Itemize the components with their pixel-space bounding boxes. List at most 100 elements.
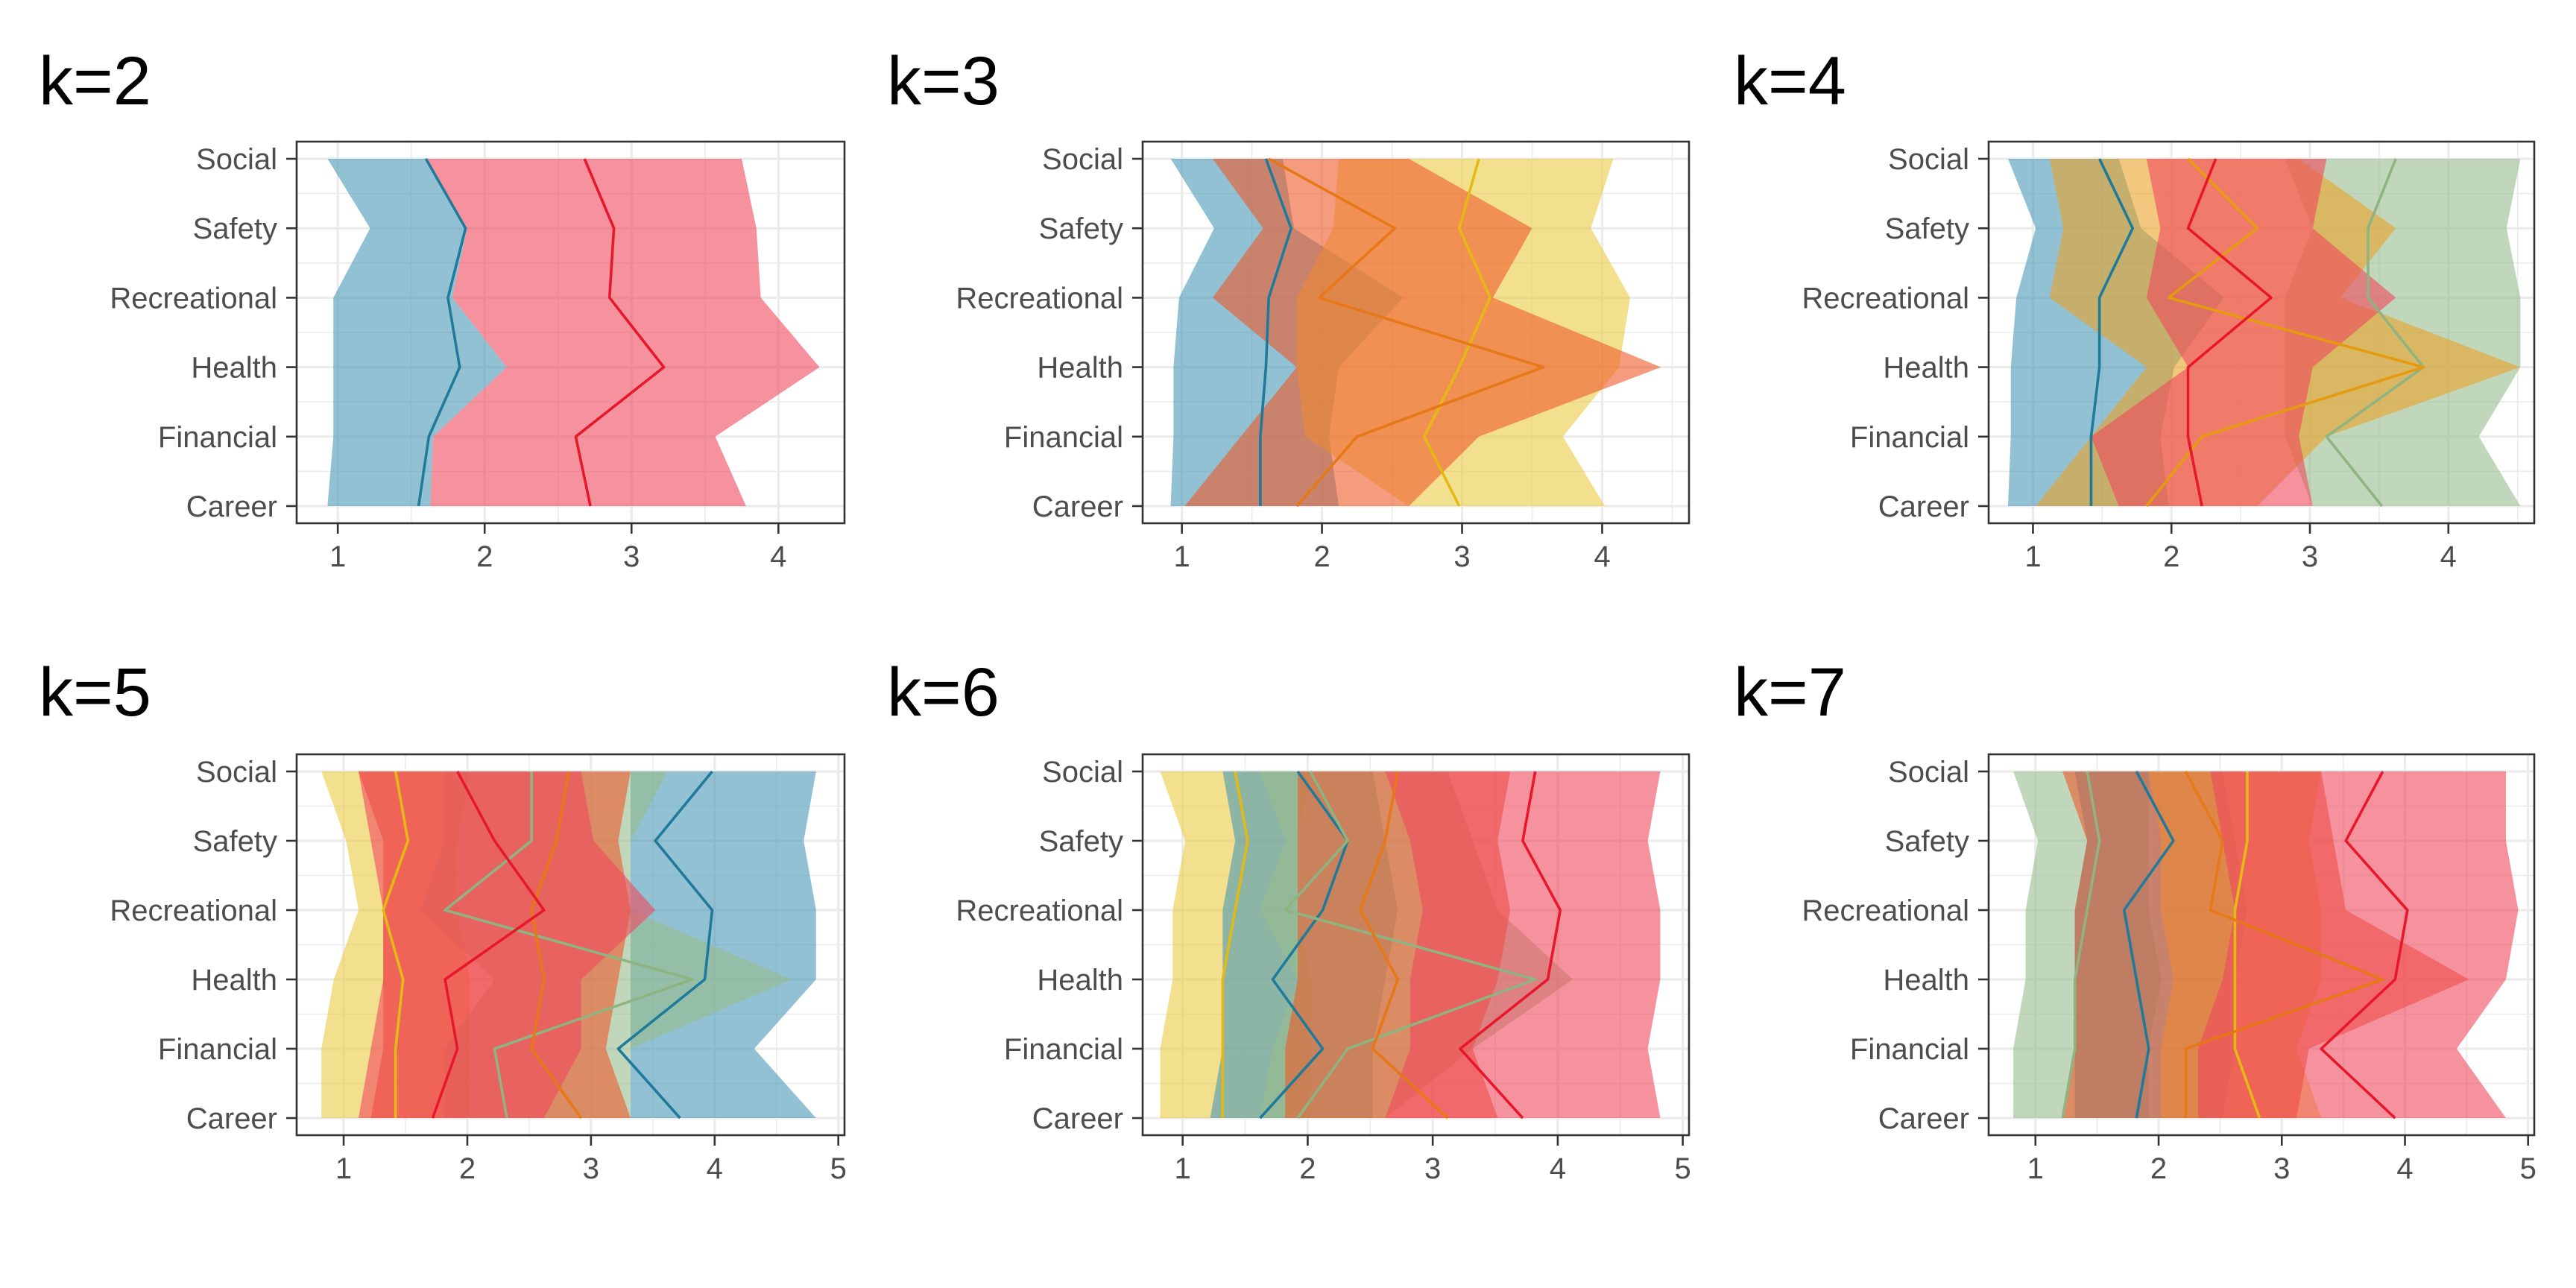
x-tick-label-3: 3: [1453, 540, 1470, 573]
series-5-red-ribbon: [358, 771, 656, 1119]
x-tick-label-2: 2: [2150, 1152, 2167, 1185]
series-5-red-line: [1459, 771, 1562, 1120]
series-1-yellow-line: [1221, 771, 1249, 1119]
y-tick-label-safety: Safety: [1039, 825, 1123, 858]
x-tick-label-1: 1: [335, 1152, 352, 1185]
x-tick-label-4: 4: [2396, 1152, 2413, 1185]
x-tick-label-4: 4: [707, 1152, 723, 1185]
series-1-blue-line: [1259, 158, 1293, 506]
y-tick-label-social: Social: [196, 143, 277, 176]
series-4-orange-line: [2184, 771, 2384, 1119]
panel-k-3: k=3 Career Financial Health Recreational Safe…: [887, 43, 1690, 573]
x-tick-label-5: 5: [1674, 1152, 1690, 1185]
y-tick-label-safety: Safety: [1039, 212, 1123, 245]
x-tick-label-1: 1: [2027, 1152, 2044, 1185]
y-tick-label-safety: Safety: [193, 212, 277, 245]
series-3-yellow-line: [2233, 771, 2261, 1119]
panel-k-7: k=7 Career Financial Health Recreational Safe…: [1734, 654, 2536, 1185]
series-5-red-ribbon: [2197, 771, 2519, 1119]
y-tick-label-health: Health: [191, 964, 277, 997]
y-tick-label-recreational: Recreational: [110, 894, 277, 927]
series-3-orange-ribbon: [1184, 159, 1661, 506]
series-5-red-ribbon: [1385, 771, 1661, 1119]
y-tick-label-health: Health: [1037, 964, 1123, 997]
series-2-sage-line: [2325, 158, 2425, 508]
series-2-red-ribbon: [426, 159, 820, 506]
series-2-blue-line: [2122, 771, 2175, 1119]
panel-border: [1141, 140, 1690, 525]
x-tick-label-4: 4: [1550, 1152, 1566, 1185]
x-tick-label-4: 4: [770, 540, 786, 573]
y-tick-label-career: Career: [186, 490, 277, 523]
panel-k-6: k=6 Career Financial Health Recreational Safe…: [887, 654, 1691, 1185]
panel-border: [295, 753, 846, 1137]
y-tick-label-financial: Financial: [158, 1033, 277, 1066]
x-tick-label-3: 3: [1424, 1152, 1441, 1185]
y-tick-label-social: Social: [1042, 756, 1123, 789]
y-tick-label-safety: Safety: [193, 825, 277, 858]
y-tick-label-career: Career: [1878, 1102, 1969, 1135]
y-tick-label-social: Social: [1888, 756, 1969, 789]
x-tick-label-4: 4: [1594, 540, 1610, 573]
x-tick-label-5: 5: [2520, 1152, 2536, 1185]
panel-title: k=5: [39, 654, 151, 730]
series-4-red-ribbon: [2091, 159, 2396, 506]
y-tick-label-recreational: Recreational: [956, 282, 1123, 315]
y-tick-label-health: Health: [191, 352, 277, 385]
series-4-orange-line: [1359, 771, 1449, 1120]
series-4-orange-line: [530, 771, 583, 1120]
series-3-sage-line: [1284, 771, 1537, 1120]
y-tick-label-recreational: Recreational: [1802, 282, 1969, 315]
panel-title: k=3: [887, 43, 1000, 119]
y-tick-label-career: Career: [186, 1102, 277, 1135]
y-tick-label-safety: Safety: [1885, 825, 1969, 858]
y-tick-label-health: Health: [1883, 352, 1969, 385]
x-tick-label-1: 1: [1174, 540, 1190, 573]
panel-title: k=7: [1734, 654, 1846, 730]
series-2-blue-line: [1259, 770, 1349, 1120]
x-tick-label-2: 2: [1313, 540, 1330, 573]
panel-title: k=4: [1734, 43, 1846, 119]
series-2-yellow-line: [1422, 158, 1491, 507]
plot-area: [2013, 771, 2519, 1120]
plot-area: [1160, 770, 1661, 1120]
plot-area: [1170, 157, 1661, 508]
y-tick-label-financial: Financial: [1004, 421, 1123, 454]
series-1-blue-line: [417, 158, 467, 507]
x-tick-label-1: 1: [1175, 1152, 1191, 1185]
series-2-red-line: [574, 158, 666, 507]
x-tick-label-1: 1: [329, 540, 346, 573]
y-tick-label-recreational: Recreational: [1802, 894, 1969, 927]
x-tick-label-3: 3: [2273, 1152, 2290, 1185]
series-1-blue-line: [2089, 158, 2135, 506]
series-3-sage-line: [443, 771, 694, 1119]
panel-border: [1987, 753, 2536, 1137]
y-tick-label-financial: Financial: [1850, 1033, 1969, 1066]
panel-title: k=2: [39, 43, 151, 119]
y-tick-label-financial: Financial: [158, 421, 277, 454]
y-tick-label-financial: Financial: [1850, 421, 1969, 454]
plot-area: [321, 770, 816, 1120]
y-tick-label-career: Career: [1032, 1102, 1123, 1135]
plot-area: [327, 158, 820, 507]
series-4-red-line: [2186, 158, 2273, 507]
x-tick-label-1: 1: [2024, 540, 2041, 573]
x-tick-label-2: 2: [476, 540, 493, 573]
series-2-blue-ribbon: [630, 771, 816, 1119]
x-tick-label-3: 3: [583, 1152, 599, 1185]
panel-k-5: k=5 Career Financial Health Recreational Safe…: [39, 654, 847, 1185]
series-2-blue-line: [616, 770, 714, 1120]
y-tick-label-social: Social: [196, 756, 277, 789]
x-tick-label-3: 3: [623, 540, 640, 573]
x-tick-label-2: 2: [459, 1152, 476, 1185]
series-3-orange_gold-line: [2145, 157, 2425, 508]
y-tick-label-career: Career: [1032, 490, 1123, 523]
y-tick-label-safety: Safety: [1885, 212, 1969, 245]
series-1-yellow-line: [382, 771, 410, 1119]
x-tick-label-5: 5: [830, 1152, 847, 1185]
panel-border: [295, 140, 846, 525]
y-tick-label-financial: Financial: [1004, 1033, 1123, 1066]
series-1-sage-line: [2061, 771, 2101, 1119]
x-tick-label-2: 2: [2163, 540, 2179, 573]
